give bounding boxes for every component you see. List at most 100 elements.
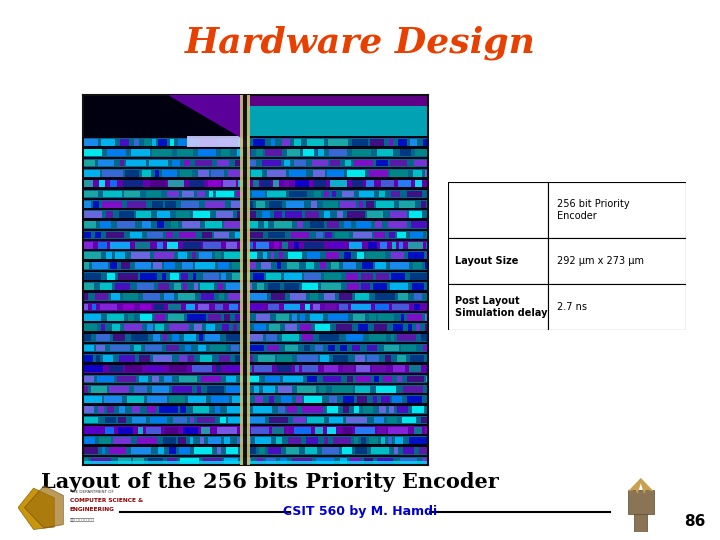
Bar — [117, 427, 133, 434]
Bar — [83, 425, 428, 426]
Bar — [184, 242, 201, 249]
Bar — [158, 98, 176, 105]
Bar — [408, 375, 424, 382]
Bar — [284, 303, 300, 310]
Bar — [243, 427, 248, 434]
Bar — [416, 324, 420, 331]
Bar — [323, 201, 338, 207]
Bar — [217, 448, 221, 454]
Bar — [166, 119, 172, 125]
Bar — [166, 345, 179, 352]
Bar — [222, 324, 229, 331]
Bar — [83, 364, 428, 373]
Bar — [217, 427, 237, 434]
Bar — [343, 221, 351, 228]
Bar — [402, 129, 415, 136]
Bar — [211, 396, 229, 403]
Bar — [110, 242, 130, 249]
Bar — [384, 345, 399, 352]
Bar — [83, 354, 428, 362]
Bar — [410, 273, 431, 280]
Bar — [410, 139, 417, 146]
Bar — [248, 160, 256, 166]
Bar — [181, 407, 186, 413]
Bar — [139, 355, 150, 362]
Bar — [414, 303, 420, 310]
Bar — [292, 458, 312, 464]
Bar — [391, 273, 405, 280]
Bar — [118, 273, 138, 280]
Bar — [428, 386, 438, 393]
Bar — [387, 417, 397, 423]
Bar — [184, 283, 187, 290]
Bar — [348, 375, 353, 382]
Bar — [167, 191, 179, 197]
Bar — [305, 211, 319, 218]
Bar — [295, 365, 300, 372]
Bar — [83, 415, 428, 416]
Bar — [145, 427, 161, 434]
Bar — [312, 170, 325, 177]
Bar — [209, 129, 215, 136]
Bar — [83, 179, 428, 187]
Bar — [109, 365, 122, 372]
Bar — [83, 221, 96, 228]
Bar — [297, 98, 306, 105]
Bar — [282, 242, 287, 249]
Bar — [267, 191, 286, 197]
Bar — [242, 355, 253, 362]
Bar — [208, 180, 222, 187]
Bar — [140, 273, 157, 280]
Bar — [398, 293, 408, 300]
Bar — [355, 293, 369, 300]
Bar — [110, 345, 130, 352]
Bar — [315, 458, 333, 464]
Bar — [83, 365, 103, 372]
Bar — [83, 241, 428, 249]
Bar — [109, 386, 130, 393]
Bar — [407, 396, 422, 403]
Bar — [215, 232, 230, 239]
Bar — [83, 210, 428, 211]
Bar — [169, 396, 185, 403]
Bar — [83, 170, 100, 177]
Bar — [226, 375, 236, 382]
Bar — [398, 180, 410, 187]
Bar — [303, 150, 314, 156]
Bar — [293, 417, 305, 423]
Bar — [185, 345, 192, 352]
Bar — [99, 180, 105, 187]
Bar — [83, 220, 428, 221]
Bar — [294, 427, 310, 434]
Bar — [276, 365, 291, 372]
Bar — [184, 160, 190, 166]
Bar — [407, 314, 423, 321]
Bar — [288, 437, 301, 444]
Bar — [369, 314, 376, 321]
Bar — [83, 406, 428, 414]
Bar — [235, 232, 240, 239]
Bar — [153, 355, 172, 362]
Bar — [118, 417, 126, 423]
Bar — [421, 334, 441, 341]
Bar — [92, 262, 108, 269]
Bar — [181, 201, 199, 207]
Bar — [267, 345, 279, 352]
Bar — [285, 324, 297, 331]
Bar — [258, 448, 265, 454]
Bar — [243, 95, 247, 465]
Bar — [240, 129, 251, 136]
Bar — [246, 417, 265, 423]
Bar — [377, 160, 387, 166]
Bar — [83, 282, 428, 291]
Bar — [287, 150, 300, 156]
Bar — [343, 396, 354, 403]
Bar — [226, 448, 238, 454]
Bar — [246, 221, 258, 228]
Bar — [179, 437, 186, 444]
Bar — [269, 324, 279, 331]
Bar — [410, 365, 421, 372]
Bar — [181, 191, 194, 197]
Bar — [83, 169, 428, 177]
Bar — [175, 129, 183, 136]
